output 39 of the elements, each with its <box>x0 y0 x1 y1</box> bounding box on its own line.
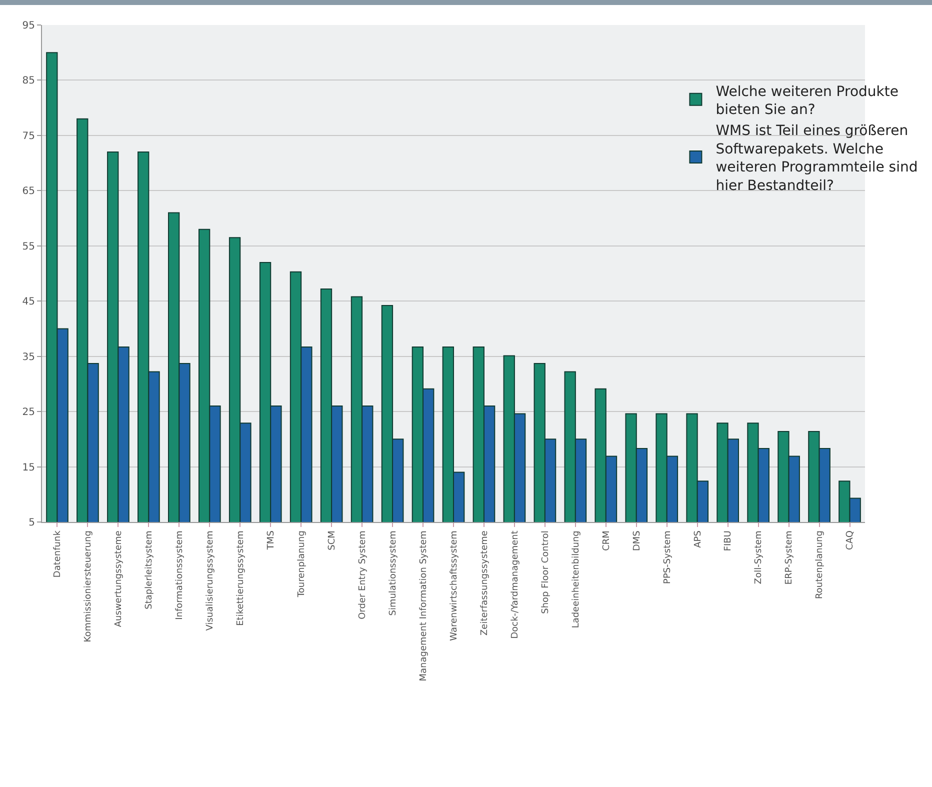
x-tick-label: DMS <box>632 530 642 552</box>
x-tick-label: ERP-System <box>784 530 795 585</box>
x-tick-label: Ladeeinheitenbildung <box>571 530 582 628</box>
y-tick-label: 95 <box>22 20 35 32</box>
y-tick-label: 15 <box>22 462 35 474</box>
x-tick-label: CRM <box>602 530 612 551</box>
x-tick-label: CAQ <box>846 530 856 550</box>
x-tick-label: SCM <box>327 530 338 550</box>
x-tick-label: Auswertungssysteme <box>114 530 124 628</box>
x-tick-label: Management Information System <box>418 530 429 682</box>
y-tick-label: 25 <box>22 407 35 418</box>
x-tick-label: Zoll-System <box>754 530 764 584</box>
y-tick-label: 5 <box>28 518 35 528</box>
x-tick-label: Visualisierungssystem <box>206 530 216 631</box>
x-tick-label: Shop Floor Control <box>540 530 551 614</box>
y-tick-label: 45 <box>22 296 35 308</box>
x-tick-label: Simulationssystem <box>388 530 398 616</box>
legend-label: WMS ist Teil eines größeren Softwarepakets. Welche weiteren Programmteile sind hier Bestandteil? <box>716 123 918 194</box>
y-tick-label: 85 <box>22 76 35 87</box>
x-tick-label: Etikettierungssystem <box>236 530 246 626</box>
x-tick-label: Datenfunk <box>53 530 64 578</box>
legend-label: Welche weiteren Produkte bieten Sie an? <box>716 84 898 118</box>
x-tick-label: APS <box>693 530 704 548</box>
x-tick-label: Routenplanung <box>815 530 826 599</box>
x-tick-label: Dock-/Yardmanagement <box>510 530 520 639</box>
x-tick-label: FIBU <box>724 530 734 552</box>
x-tick-label: Informationssystem <box>175 530 186 620</box>
y-tick-label: 65 <box>22 186 35 198</box>
x-tick-label: Zeiterfassungssysteme <box>480 530 490 636</box>
x-tick-label: Tourenplanung <box>297 530 308 598</box>
x-tick-label: Order Entry System <box>358 530 368 620</box>
x-tick-label: Kommissioniersteuerung <box>84 530 94 642</box>
x-tick-label: Warenwirtschaftssystem <box>449 530 460 641</box>
x-tick-label: Staplerleitsystem <box>144 530 155 610</box>
x-tick-label: PPS-System <box>662 530 673 584</box>
x-tick-label: TMS <box>266 530 277 551</box>
y-tick-label: 35 <box>22 352 35 363</box>
y-tick-label: 75 <box>22 130 35 142</box>
y-tick-label: 55 <box>22 241 35 252</box>
